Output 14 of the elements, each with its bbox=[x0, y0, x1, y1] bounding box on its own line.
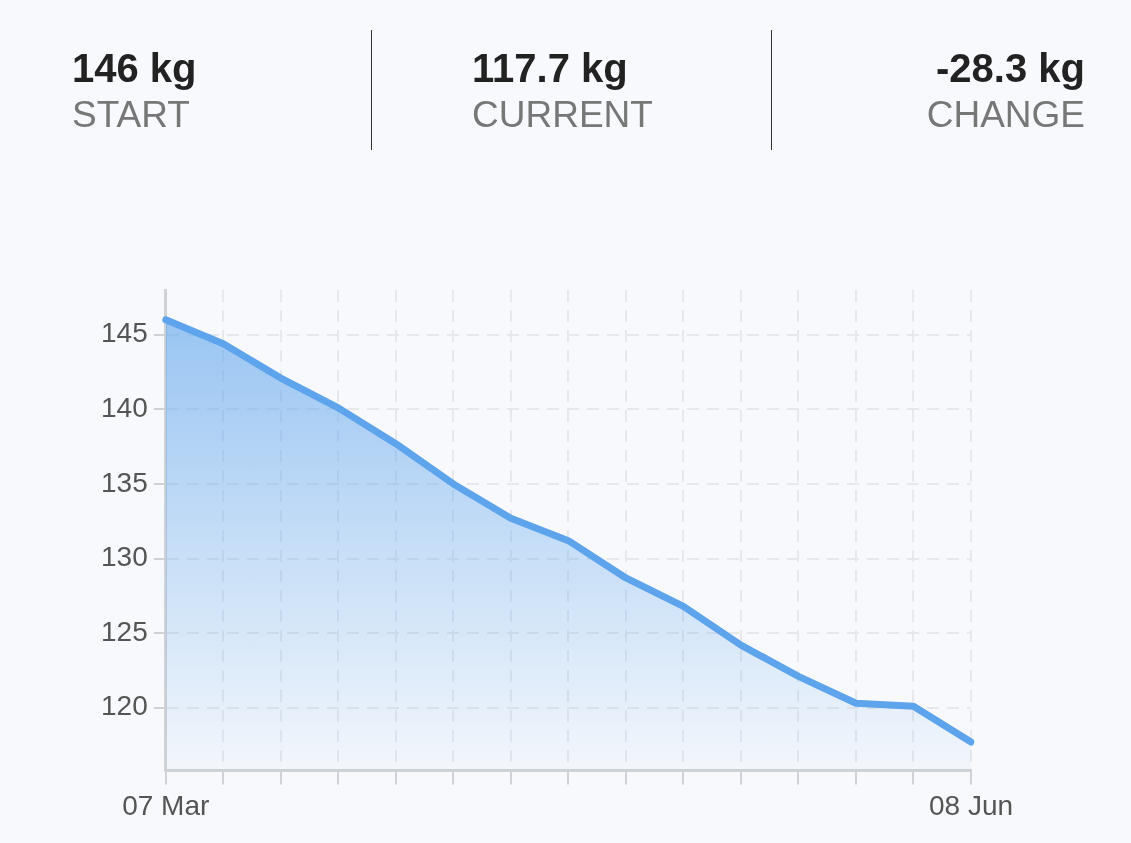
y-tick-label: 130 bbox=[101, 541, 148, 573]
y-tick-label: 125 bbox=[101, 615, 148, 647]
x-tick-label: 08 Jun bbox=[928, 789, 1014, 821]
y-tick-label: 145 bbox=[101, 317, 148, 349]
text: 146 kg bbox=[72, 45, 198, 92]
text: CURRENT bbox=[472, 93, 654, 137]
y-tick-label: 140 bbox=[101, 392, 148, 424]
text: -28.3 kg bbox=[935, 45, 1085, 92]
y-tick-label: 120 bbox=[101, 690, 148, 722]
y-tick-label: 135 bbox=[101, 466, 148, 498]
text: START bbox=[72, 93, 191, 137]
text: CHANGE bbox=[925, 93, 1085, 137]
text: 117.7 kg bbox=[472, 45, 629, 92]
x-tick-label: 07 Mar bbox=[122, 789, 210, 821]
